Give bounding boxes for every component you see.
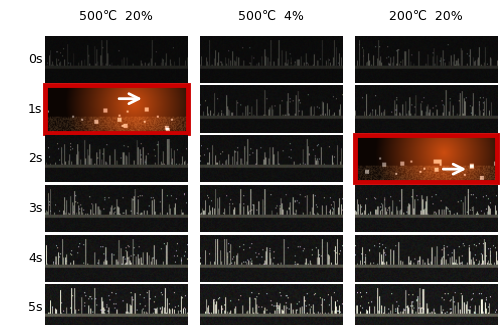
Bar: [355, 135, 498, 182]
Text: 500℃  20%: 500℃ 20%: [80, 10, 153, 23]
Text: 200℃  20%: 200℃ 20%: [390, 10, 463, 23]
Text: 2s: 2s: [28, 152, 42, 165]
Text: 4s: 4s: [28, 252, 42, 265]
Text: 3s: 3s: [28, 202, 42, 215]
Text: 500℃  4%: 500℃ 4%: [238, 10, 304, 23]
Text: 5s: 5s: [28, 302, 42, 315]
Bar: [45, 85, 188, 133]
Text: 1s: 1s: [28, 103, 42, 116]
Text: 0s: 0s: [28, 53, 42, 66]
